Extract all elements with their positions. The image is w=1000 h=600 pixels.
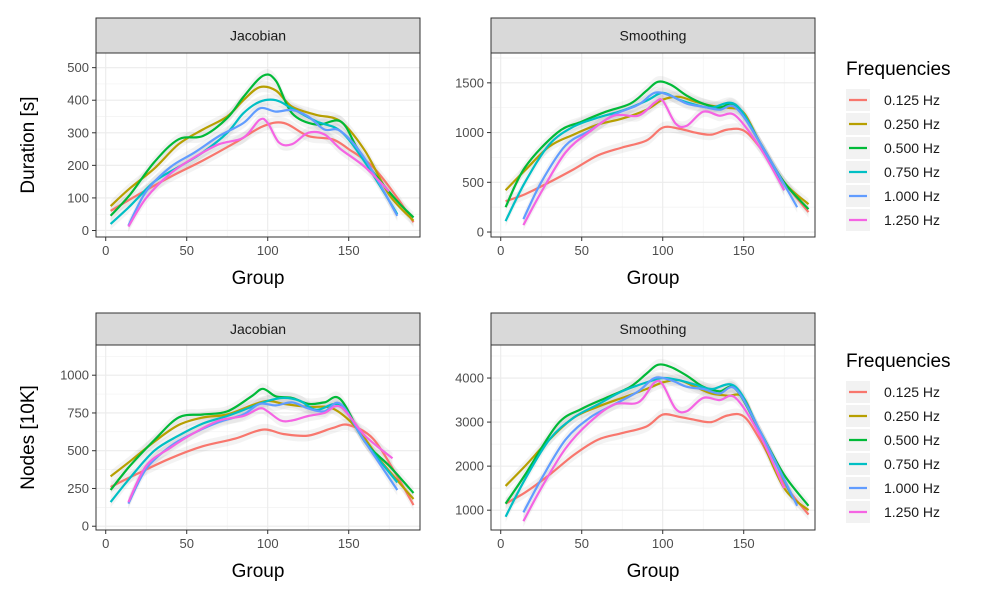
series-group bbox=[504, 76, 810, 231]
confidence-band bbox=[110, 94, 398, 230]
series-line bbox=[109, 85, 415, 222]
legend-label: 0.500 Hz bbox=[884, 432, 940, 448]
y-tick-label: 0 bbox=[82, 519, 89, 534]
legend-label: 0.500 Hz bbox=[884, 140, 940, 156]
confidence-band bbox=[110, 116, 414, 228]
chart-panel-1: Jacobian 0 50 100 150 0 100 200 300 400 500 Group Du… bbox=[18, 17, 421, 289]
legend-label: 1.000 Hz bbox=[884, 480, 940, 496]
legend-label: 0.125 Hz bbox=[884, 384, 940, 400]
x-tick-label: 0 bbox=[497, 536, 504, 551]
legend: Frequencies 0.125 Hz 0.250 Hz 0.500 Hz 0.750… bbox=[846, 59, 951, 231]
panel-border bbox=[490, 52, 816, 238]
panel-title: Jacobian bbox=[230, 28, 286, 44]
series-line bbox=[504, 91, 786, 222]
x-axis-title: Group bbox=[627, 268, 680, 289]
panel-title: Smoothing bbox=[620, 28, 687, 44]
confidence-band bbox=[110, 81, 414, 227]
panel-strip bbox=[490, 17, 816, 54]
y-tick-label: 500 bbox=[67, 443, 89, 458]
series-line bbox=[110, 423, 415, 506]
panel-border bbox=[95, 52, 421, 238]
y-tick-label: 0 bbox=[477, 225, 484, 240]
series-line bbox=[504, 376, 794, 518]
legend-label: 0.750 Hz bbox=[884, 456, 940, 472]
x-tick-label: 100 bbox=[652, 243, 674, 258]
legend: Frequencies 0.125 Hz 0.250 Hz 0.500 Hz 0.750… bbox=[846, 351, 951, 523]
y-tick-label: 100 bbox=[67, 190, 89, 205]
y-tick-label: 4000 bbox=[455, 371, 484, 386]
x-axis-title: Group bbox=[232, 561, 285, 582]
x-tick-label: 150 bbox=[338, 536, 360, 551]
y-tick-label: 3000 bbox=[455, 415, 484, 430]
series-line bbox=[505, 125, 810, 213]
legend-title: Frequencies bbox=[846, 351, 951, 372]
legend-label: 1.250 Hz bbox=[884, 504, 940, 520]
panel-border bbox=[490, 344, 816, 531]
legend-label: 0.750 Hz bbox=[884, 164, 940, 180]
x-tick-label: 100 bbox=[257, 243, 279, 258]
chart-panel-4: Smoothing 0 50 100 150 1000 2000 3000 4000 Group bbox=[455, 312, 816, 582]
y-axis-title: Nodes [10K] bbox=[18, 385, 39, 490]
y-axis-title: Duration [s] bbox=[18, 96, 39, 193]
panel-title: Smoothing bbox=[620, 321, 687, 337]
series-line bbox=[127, 117, 390, 228]
y-tick-label: 500 bbox=[462, 175, 484, 190]
chart-panel-3: Jacobian 0 50 100 150 0 250 500 750 1000 Group Node… bbox=[18, 312, 421, 582]
x-tick-label: 150 bbox=[733, 536, 755, 551]
series-group bbox=[504, 358, 810, 527]
series-line bbox=[522, 379, 786, 522]
x-axis-title: Group bbox=[627, 561, 680, 582]
panel-strip bbox=[95, 312, 421, 346]
y-tick-label: 1000 bbox=[455, 503, 484, 518]
y-tick-label: 300 bbox=[67, 125, 89, 140]
y-tick-label: 0 bbox=[82, 223, 89, 238]
x-tick-label: 50 bbox=[179, 243, 193, 258]
x-axis-title: Group bbox=[232, 268, 285, 289]
series-line bbox=[127, 401, 399, 505]
legend-label: 0.250 Hz bbox=[884, 116, 940, 132]
x-tick-label: 100 bbox=[257, 536, 279, 551]
x-tick-label: 50 bbox=[574, 536, 588, 551]
x-tick-label: 150 bbox=[338, 243, 360, 258]
series-line bbox=[505, 412, 810, 516]
y-tick-label: 250 bbox=[67, 481, 89, 496]
series-group bbox=[109, 383, 415, 511]
x-tick-label: 0 bbox=[497, 243, 504, 258]
series-group bbox=[109, 68, 415, 233]
y-tick-label: 1500 bbox=[455, 75, 484, 90]
legend-label: 1.250 Hz bbox=[884, 212, 940, 228]
confidence-band bbox=[128, 102, 398, 232]
y-tick-label: 500 bbox=[67, 60, 89, 75]
legend-label: 1.000 Hz bbox=[884, 188, 940, 204]
series-line bbox=[127, 106, 399, 227]
x-tick-label: 50 bbox=[574, 243, 588, 258]
y-tick-label: 200 bbox=[67, 158, 89, 173]
series-line bbox=[522, 98, 786, 226]
panel-border bbox=[95, 344, 421, 531]
series-line bbox=[127, 404, 394, 503]
y-tick-label: 1000 bbox=[455, 125, 484, 140]
x-tick-label: 0 bbox=[102, 536, 109, 551]
confidence-band bbox=[505, 408, 809, 521]
panel-title: Jacobian bbox=[230, 321, 286, 337]
x-tick-label: 0 bbox=[102, 243, 109, 258]
confidence-band bbox=[110, 383, 414, 499]
confidence-band bbox=[505, 121, 809, 218]
series-line bbox=[522, 91, 799, 220]
x-tick-label: 50 bbox=[179, 536, 193, 551]
x-tick-label: 150 bbox=[733, 243, 755, 258]
series-line bbox=[522, 376, 799, 513]
panel-strip bbox=[95, 17, 421, 54]
y-tick-label: 750 bbox=[67, 405, 89, 420]
y-tick-label: 1000 bbox=[60, 368, 89, 383]
confidence-band bbox=[505, 87, 785, 227]
legend-title: Frequencies bbox=[846, 59, 951, 80]
x-tick-label: 100 bbox=[652, 536, 674, 551]
y-tick-label: 2000 bbox=[455, 459, 484, 474]
legend-label: 0.125 Hz bbox=[884, 92, 940, 108]
legend-label: 0.250 Hz bbox=[884, 408, 940, 424]
y-tick-label: 400 bbox=[67, 93, 89, 108]
